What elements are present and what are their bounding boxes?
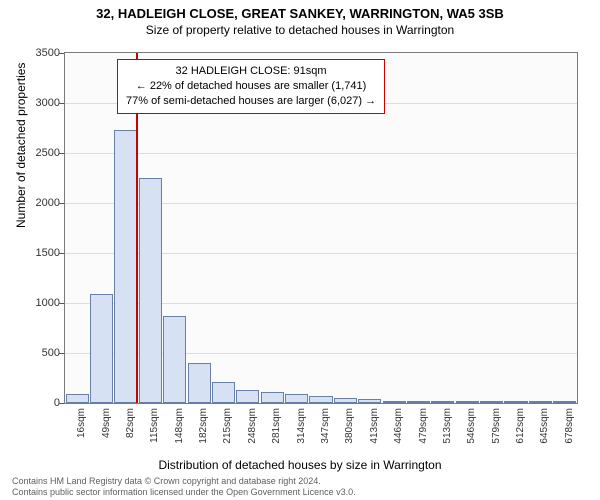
- y-tick-label: 2500: [22, 147, 60, 159]
- y-tick-mark: [59, 303, 64, 304]
- y-tick-label: 0: [22, 397, 60, 409]
- info-box: 32 HADLEIGH CLOSE: 91sqm ← 22% of detach…: [117, 59, 385, 114]
- info-line-3: 77% of semi-detached houses are larger (…: [126, 94, 376, 109]
- histogram-bar: [553, 401, 576, 403]
- chart-title-main: 32, HADLEIGH CLOSE, GREAT SANKEY, WARRIN…: [0, 0, 600, 21]
- x-tick-label: 645sqm: [539, 408, 550, 448]
- x-axis-label: Distribution of detached houses by size …: [0, 458, 600, 472]
- x-tick-label: 612sqm: [515, 408, 526, 448]
- histogram-bar: [212, 382, 235, 403]
- histogram-bar: [114, 130, 137, 403]
- histogram-bar: [139, 178, 162, 403]
- histogram-bar: [66, 394, 89, 404]
- y-tick-mark: [59, 253, 64, 254]
- x-tick-label: 678sqm: [564, 408, 575, 448]
- y-tick-mark: [59, 203, 64, 204]
- histogram-bar: [383, 401, 406, 403]
- x-tick-label: 82sqm: [125, 408, 136, 448]
- y-tick-mark: [59, 403, 64, 404]
- histogram-bar: [188, 363, 211, 403]
- info-line-2: ← 22% of detached houses are smaller (1,…: [126, 79, 376, 94]
- histogram-bar: [358, 399, 381, 403]
- histogram-bar: [334, 398, 357, 404]
- x-tick-label: 49sqm: [101, 408, 112, 448]
- chart-title-sub: Size of property relative to detached ho…: [0, 21, 600, 37]
- grid-line: [65, 153, 577, 154]
- histogram-bar: [236, 390, 259, 403]
- x-tick-label: 314sqm: [296, 408, 307, 448]
- footer-line-1: Contains HM Land Registry data © Crown c…: [12, 476, 356, 487]
- x-tick-label: 182sqm: [198, 408, 209, 448]
- histogram-bar: [480, 401, 503, 403]
- histogram-bar: [261, 392, 284, 403]
- y-tick-label: 500: [22, 347, 60, 359]
- info-line-1: 32 HADLEIGH CLOSE: 91sqm: [126, 64, 376, 79]
- x-tick-label: 413sqm: [369, 408, 380, 448]
- histogram-bar: [529, 401, 552, 403]
- histogram-bar: [407, 401, 430, 403]
- x-tick-label: 215sqm: [222, 408, 233, 448]
- x-tick-label: 281sqm: [271, 408, 282, 448]
- histogram-bar: [90, 294, 113, 403]
- x-tick-label: 380sqm: [344, 408, 355, 448]
- histogram-bar: [504, 401, 527, 403]
- histogram-bar: [309, 396, 332, 403]
- y-tick-mark: [59, 153, 64, 154]
- y-tick-label: 1000: [22, 297, 60, 309]
- x-tick-label: 347sqm: [320, 408, 331, 448]
- x-tick-label: 148sqm: [174, 408, 185, 448]
- x-tick-label: 579sqm: [491, 408, 502, 448]
- x-tick-label: 513sqm: [442, 408, 453, 448]
- histogram-bar: [285, 394, 308, 404]
- histogram-bar: [431, 401, 454, 403]
- footer-line-2: Contains public sector information licen…: [12, 487, 356, 498]
- y-tick-label: 3000: [22, 97, 60, 109]
- chart-plot-area: 32 HADLEIGH CLOSE: 91sqm ← 22% of detach…: [64, 52, 578, 404]
- x-tick-label: 446sqm: [393, 408, 404, 448]
- x-tick-label: 248sqm: [247, 408, 258, 448]
- x-tick-label: 479sqm: [418, 408, 429, 448]
- x-tick-label: 546sqm: [466, 408, 477, 448]
- footer-text: Contains HM Land Registry data © Crown c…: [12, 476, 356, 499]
- histogram-bar: [163, 316, 186, 403]
- histogram-bar: [456, 401, 479, 403]
- y-tick-label: 2000: [22, 197, 60, 209]
- y-tick-mark: [59, 103, 64, 104]
- x-tick-label: 16sqm: [76, 408, 87, 448]
- y-tick-mark: [59, 353, 64, 354]
- y-tick-label: 3500: [22, 47, 60, 59]
- y-tick-label: 1500: [22, 247, 60, 259]
- x-tick-label: 115sqm: [149, 408, 160, 448]
- y-tick-mark: [59, 53, 64, 54]
